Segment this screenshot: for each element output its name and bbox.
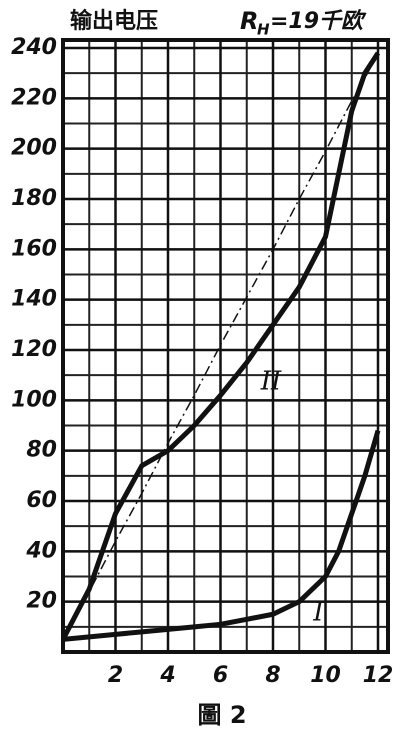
curve [62,429,381,642]
curve [60,51,381,641]
y-tick-label: 20 [26,589,57,614]
chart-title: 输出电压 [70,8,158,34]
x-tick-label: 2 [108,663,123,688]
y-tick-label: 80 [26,438,57,463]
y-tick-label: 120 [11,337,57,362]
y-tick-label: 240 [11,35,57,60]
y-tick-label: 140 [11,287,57,312]
y-tick-label: 40 [25,538,57,563]
curve-label: II [260,367,282,397]
plot-frame [61,38,390,654]
load-symbol: R [240,7,258,35]
load-value: =19千欧 [270,9,367,34]
x-tick-label: 8 [265,663,280,688]
caption: 圖 2 [197,701,246,729]
x-tick-label: 12 [363,663,394,688]
y-tick-label: 60 [26,488,57,513]
y-tick-label: 180 [11,186,57,211]
x-tick-label: 6 [213,663,228,688]
x-tick-label: 10 [310,663,341,688]
y-tick-label: 220 [11,85,57,110]
x-tick-label: 4 [159,663,175,688]
dashed-line [62,52,379,640]
y-tick-label: 100 [11,387,57,412]
curve-label: I [312,598,324,628]
y-tick-label: 160 [11,236,57,261]
load-subscript: H [257,21,270,39]
y-tick-label: 200 [11,136,57,161]
